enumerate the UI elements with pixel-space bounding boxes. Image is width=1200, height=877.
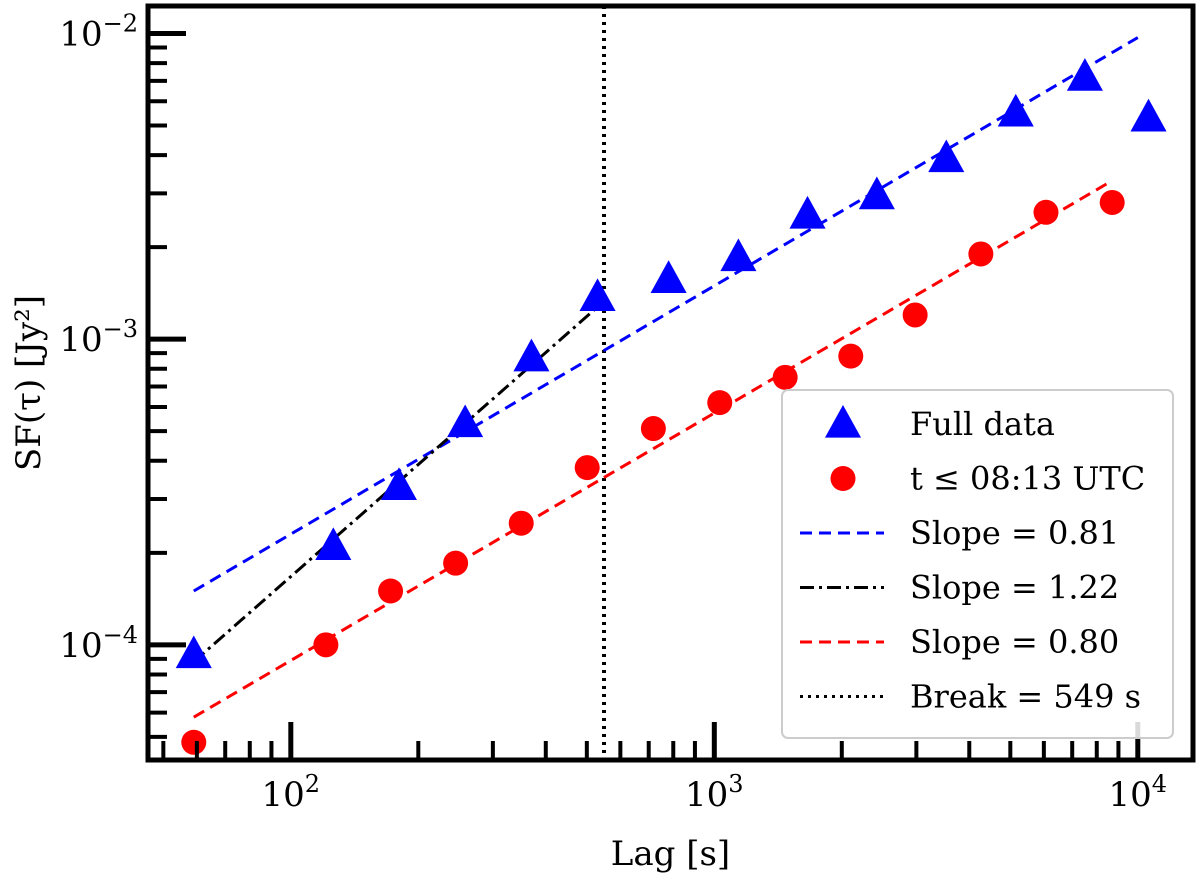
early-data-point	[1099, 189, 1125, 215]
early-data-point	[968, 241, 994, 267]
full-data-point	[650, 260, 687, 293]
x-tick-label: 102	[262, 770, 321, 815]
legend-box	[781, 389, 1174, 739]
full-data-point	[579, 278, 616, 312]
legend-label: Slope = 1.22	[910, 569, 1119, 607]
full-data-point	[858, 176, 895, 210]
early-data-point	[313, 632, 339, 658]
y-tick-label: 10−2	[59, 9, 138, 54]
x-tick-label: 103	[685, 770, 744, 815]
legend-circle-marker	[830, 466, 856, 491]
y-tick-label: 10−3	[59, 315, 138, 360]
full-data-point	[1066, 58, 1103, 91]
full-data-point	[1130, 98, 1167, 132]
legend-label: Break = 549 s	[910, 678, 1141, 716]
axis-ticks: 102 103 104 10−4 10−3 10−2	[59, 9, 1167, 815]
full-data-point	[997, 93, 1034, 127]
early-data-point	[707, 390, 733, 416]
y-tick-label: 10−4	[59, 621, 138, 666]
legend-label: Slope = 0.81	[910, 514, 1119, 552]
full-data-point	[315, 527, 352, 561]
legend-label: Slope = 0.80	[910, 623, 1119, 661]
early-data-point	[443, 550, 469, 576]
early-data-point	[640, 416, 666, 442]
early-data-point	[181, 729, 207, 755]
full-data-point	[175, 635, 212, 669]
early-data-point	[772, 364, 798, 390]
early-data-point	[508, 510, 534, 536]
y-axis-label: SF(τ) [Jy²]	[9, 295, 49, 471]
fit-line	[193, 179, 1113, 719]
early-data-point	[574, 455, 600, 481]
full-data-point	[380, 467, 417, 501]
legend-triangle-marker	[824, 405, 862, 438]
full-data-point	[513, 338, 550, 372]
legend: Full data t ≤ 08:13 UTC Slope = 0.81 Slope …	[781, 389, 1174, 739]
legend-label: t ≤ 08:13 UTC	[910, 460, 1145, 498]
fit-line	[193, 36, 1139, 593]
x-axis-label: Lag [s]	[611, 834, 730, 874]
full-data-point	[720, 238, 757, 272]
data-markers	[175, 58, 1167, 755]
x-tick-label: 104	[1109, 770, 1168, 815]
plot-frame	[145, 3, 1196, 763]
early-data-point	[838, 343, 864, 369]
legend-label: Full data	[910, 405, 1055, 443]
full-data-point	[789, 195, 826, 229]
full-data-point	[447, 404, 484, 438]
early-data-point	[902, 302, 928, 328]
early-data-point	[378, 578, 404, 604]
early-data-point	[1033, 199, 1059, 225]
full-data-point	[928, 139, 965, 173]
